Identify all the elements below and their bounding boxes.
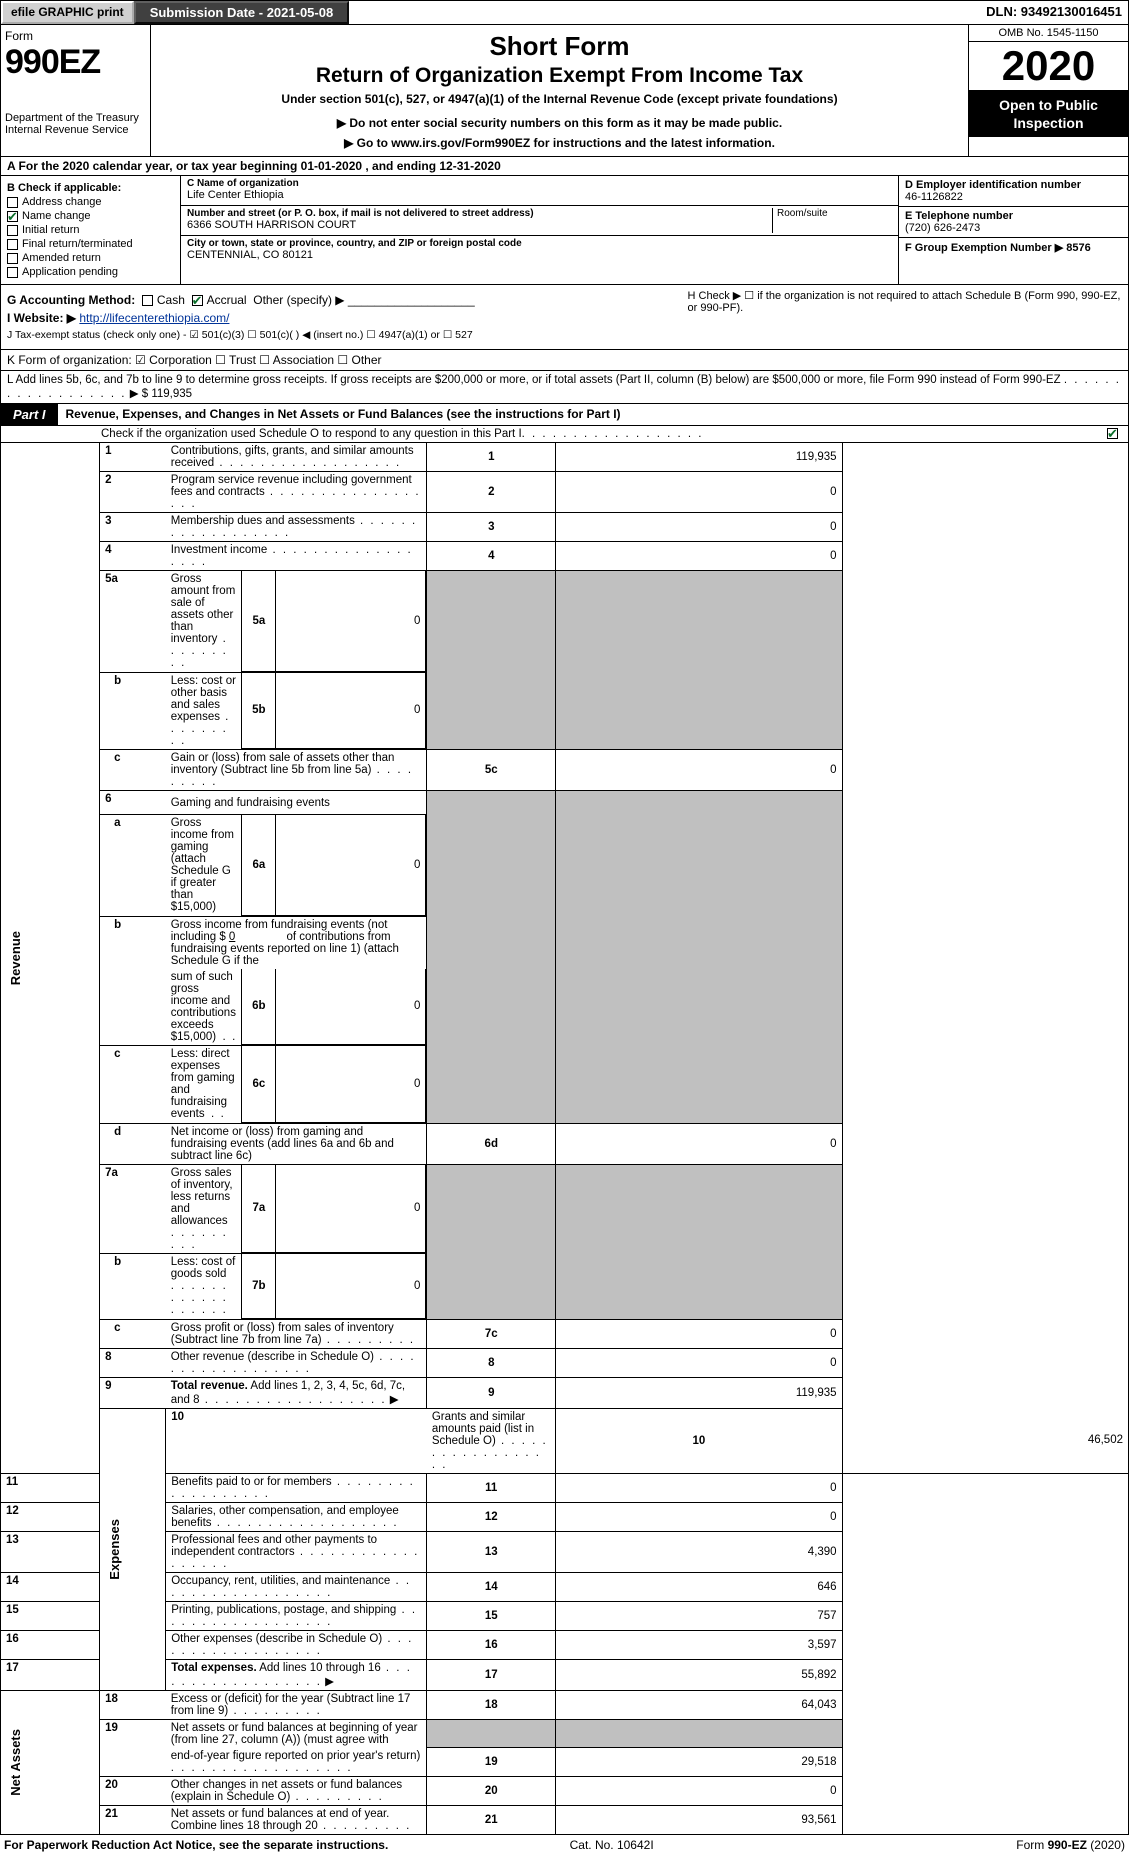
c-city-label: City or town, state or province, country… — [187, 238, 892, 249]
section-c: C Name of organization Life Center Ethio… — [181, 176, 898, 284]
line-1: Revenue 1Contributions, gifts, grants, a… — [1, 443, 1129, 472]
part1-title: Revenue, Expenses, and Changes in Net As… — [58, 404, 1128, 425]
line-5c: cGain or (loss) from sale of assets othe… — [1, 750, 1129, 791]
subtitle: Under section 501(c), 527, or 4947(a)(1)… — [161, 92, 958, 106]
chk-final[interactable]: Final return/terminated — [7, 238, 174, 250]
section-d-e-f: D Employer identification number46-11268… — [898, 176, 1128, 284]
line-5a: 5a Gross amount from sale of assets othe… — [1, 571, 1129, 673]
dln-label: DLN: 93492130016451 — [980, 1, 1128, 24]
department-label: Department of the Treasury — [5, 112, 146, 124]
line-19a: 19Net assets or fund balances at beginni… — [1, 1719, 1129, 1748]
chk-address[interactable]: Address change — [7, 196, 174, 208]
j-tax-exempt: J Tax-exempt status (check only one) - ☑… — [7, 329, 688, 341]
b-title: B Check if applicable: — [7, 182, 174, 194]
header-right: OMB No. 1545-1150 2020 Open to Public In… — [968, 25, 1128, 156]
k-form-organization: K Form of organization: ☑ Corporation ☐ … — [0, 350, 1129, 371]
section-g-to-j: G Accounting Method: Cash Accrual Other … — [0, 285, 1129, 350]
line-16: 16Other expenses (describe in Schedule O… — [1, 1630, 1129, 1659]
l-gross-receipts: L Add lines 5b, 6c, and 7b to line 9 to … — [0, 371, 1129, 404]
website-link[interactable]: http://lifecenterethiopia.com/ — [79, 311, 229, 325]
line-13: 13Professional fees and other payments t… — [1, 1531, 1129, 1572]
inspection-badge: Open to Public Inspection — [969, 91, 1128, 137]
line-8: 8Other revenue (describe in Schedule O)8… — [1, 1348, 1129, 1377]
expenses-sidebar: Expenses — [105, 1515, 124, 1584]
e-telephone: E Telephone number(720) 626-2473 — [899, 207, 1128, 238]
g-accounting: G Accounting Method: Cash Accrual Other … — [7, 293, 688, 307]
header-center: Short Form Return of Organization Exempt… — [151, 25, 968, 156]
line-11: 11Benefits paid to or for members110 — [1, 1473, 1129, 1502]
line-3: 3Membership dues and assessments30 — [1, 513, 1129, 542]
c-name-label: C Name of organization — [187, 178, 892, 189]
chk-amended[interactable]: Amended return — [7, 252, 174, 264]
chk-application[interactable]: Application pending — [7, 266, 174, 278]
line-9: 9Total revenue. Add lines 1, 2, 3, 4, 5c… — [1, 1377, 1129, 1408]
top-bar: efile GRAPHIC print Submission Date - 20… — [0, 0, 1129, 25]
irs-label: Internal Revenue Service — [5, 124, 146, 136]
part1-header: Part I Revenue, Expenses, and Changes in… — [0, 404, 1129, 426]
line-15: 15Printing, publications, postage, and s… — [1, 1601, 1129, 1630]
title-short-form: Short Form — [161, 31, 958, 62]
line-7a: 7a Gross sales of inventory, less return… — [1, 1164, 1129, 1254]
c-city-value: CENTENNIAL, CO 80121 — [187, 249, 892, 261]
line-14: 14Occupancy, rent, utilities, and mainte… — [1, 1572, 1129, 1601]
line-17: 17Total expenses. Add lines 10 through 1… — [1, 1659, 1129, 1690]
f-group-exemption: F Group Exemption Number ▶ 8576 — [899, 238, 1128, 257]
submission-date-button[interactable]: Submission Date - 2021-05-08 — [134, 1, 350, 24]
line-4: 4Investment income40 — [1, 542, 1129, 571]
line-2: 2Program service revenue including gover… — [1, 472, 1129, 513]
line-20: 20Other changes in net assets or fund ba… — [1, 1776, 1129, 1805]
part1-chk-icon — [1107, 428, 1118, 439]
section-b-to-f: B Check if applicable: Address change Na… — [0, 176, 1129, 285]
c-street-value: 6366 SOUTH HARRISON COURT — [187, 219, 772, 231]
line-18: Net Assets 18Excess or (deficit) for the… — [1, 1690, 1129, 1719]
header-left: Form 990EZ Department of the Treasury In… — [1, 25, 151, 156]
lines-table: Revenue 1Contributions, gifts, grants, a… — [0, 443, 1129, 1835]
d-ein: D Employer identification number46-11268… — [899, 176, 1128, 207]
c-street-label: Number and street (or P. O. box, if mail… — [187, 208, 772, 219]
notice-website: ▶ Go to www.irs.gov/Form990EZ for instru… — [161, 136, 958, 150]
c-room-label: Room/suite — [772, 208, 892, 233]
line-19b: end-of-year figure reported on prior yea… — [1, 1748, 1129, 1777]
i-website: I Website: ▶ http://lifecenterethiopia.c… — [7, 311, 688, 325]
efile-print-button[interactable]: efile GRAPHIC print — [1, 1, 134, 24]
c-name-row: C Name of organization Life Center Ethio… — [181, 176, 898, 206]
section-b: B Check if applicable: Address change Na… — [1, 176, 181, 284]
form-header: Form 990EZ Department of the Treasury In… — [0, 25, 1129, 157]
line-6d: dNet income or (loss) from gaming and fu… — [1, 1123, 1129, 1164]
tax-year: 2020 — [969, 42, 1128, 91]
revenue-sidebar: Revenue — [6, 927, 25, 989]
line-21: 21Net assets or fund balances at end of … — [1, 1805, 1129, 1834]
footer-form-ref: Form 990-EZ (2020) — [1016, 1838, 1125, 1852]
c-street-row: Number and street (or P. O. box, if mail… — [181, 206, 898, 236]
line-6: 6Gaming and fundraising events — [1, 791, 1129, 815]
form-label: Form — [5, 29, 146, 43]
c-city-row: City or town, state or province, country… — [181, 236, 898, 266]
h-schedule-b: H Check ▶ ☐ if the organization is not r… — [688, 289, 1122, 345]
part1-schedule-o-check: Check if the organization used Schedule … — [0, 426, 1129, 443]
footer-cat-no: Cat. No. 10642I — [570, 1838, 654, 1852]
omb-number: OMB No. 1545-1150 — [969, 25, 1128, 42]
line-10: Expenses 10Grants and similar amounts pa… — [1, 1408, 1129, 1473]
form-number: 990EZ — [5, 43, 146, 82]
notice-ssn: ▶ Do not enter social security numbers o… — [161, 116, 958, 130]
footer-left: For Paperwork Reduction Act Notice, see … — [4, 1838, 388, 1852]
page-footer: For Paperwork Reduction Act Notice, see … — [0, 1835, 1129, 1855]
title-return: Return of Organization Exempt From Incom… — [161, 64, 958, 88]
c-name-value: Life Center Ethiopia — [187, 189, 892, 201]
row-a-tax-year: A For the 2020 calendar year, or tax yea… — [0, 157, 1129, 176]
part1-tab: Part I — [1, 404, 58, 425]
net-assets-sidebar: Net Assets — [6, 1725, 25, 1800]
line-7c: cGross profit or (loss) from sales of in… — [1, 1319, 1129, 1348]
chk-name[interactable]: Name change — [7, 210, 174, 222]
chk-initial[interactable]: Initial return — [7, 224, 174, 236]
